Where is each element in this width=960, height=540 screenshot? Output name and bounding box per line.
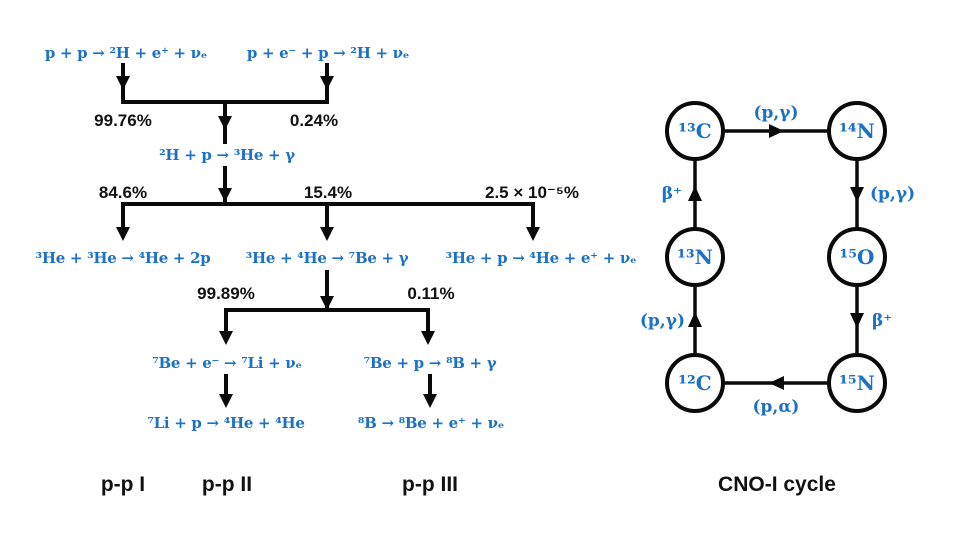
arrowhead-up-icon: [688, 312, 702, 327]
arrowhead-down-icon: [219, 394, 233, 408]
arrowhead-down-icon: [421, 331, 435, 345]
reaction-he3-he3: ³He + ³He → ⁴He + 2p: [36, 249, 211, 267]
reaction-li7-proton: ⁷Li + p → ⁴He + ⁴He: [147, 414, 304, 432]
arrowhead-down-icon: [320, 76, 334, 90]
cno-edge-label-n13-c13: β⁺: [662, 184, 682, 204]
pp-chain-diagram: p + p → ²H + e⁺ + νₑ p + e⁻ + p → ²H + ν…: [36, 44, 637, 496]
cno-node-circle-n13: [665, 227, 725, 287]
cno-edge-label-n14-o15: (p,γ): [870, 184, 915, 204]
cno-title: CNO-I cycle: [718, 473, 836, 496]
pct-be7-electron-capture: 99.89%: [197, 284, 255, 303]
reaction-b8-decay: ⁸B → ⁸Be + e⁺ + νₑ: [358, 414, 504, 432]
pct-pp2-branch: 15.4%: [304, 183, 352, 202]
arrowhead-down-icon: [218, 188, 232, 202]
pct-pp1-branch: 84.6%: [99, 183, 147, 202]
reaction-deuterium-burning: ²H + p → ³He + γ: [159, 146, 295, 164]
arrowhead-down-icon: [850, 313, 864, 328]
pct-hep-branch: 2.5 × 10⁻⁵%: [485, 183, 579, 202]
cno-edge-label-c12-n13: (p,γ): [640, 311, 685, 331]
cno-node-n14: ¹⁴N: [839, 119, 875, 143]
reaction-be7-electron-capture: ⁷Be + e⁻ → ⁷Li + νₑ: [152, 354, 301, 372]
reaction-pep-fusion: p + e⁻ + p → ²H + νₑ: [247, 44, 409, 62]
pct-pp-branch: 99.76%: [94, 111, 152, 130]
cno-node-circle-o15: [827, 227, 887, 287]
cno-node-n13: ¹³N: [677, 245, 713, 269]
label-pp3: p-p III: [402, 473, 458, 496]
arrowhead-up-icon: [688, 186, 702, 201]
cno-node-circle-c13: [665, 101, 725, 161]
cno-node-c13: ¹³C: [678, 119, 711, 143]
reaction-pp-fusion: p + p → ²H + e⁺ + νₑ: [45, 44, 207, 62]
arrowhead-down-icon: [116, 227, 130, 241]
pct-be7-proton-capture: 0.11%: [407, 284, 454, 303]
reaction-he3-he4: ³He + ⁴He → ⁷Be + γ: [246, 249, 409, 267]
arrowhead-down-icon: [850, 187, 864, 202]
cno-node-circle-n15: [827, 353, 887, 413]
arrowhead-left-icon: [769, 376, 784, 390]
cno-node-n15: ¹⁵N: [839, 371, 875, 395]
arrowhead-down-icon: [219, 331, 233, 345]
arrowhead-down-icon: [320, 296, 334, 310]
cno-node-circle-n14: [827, 101, 887, 161]
cno-edge-label-c13-n14: (p,γ): [753, 103, 798, 123]
cno-node-circle-c12: [665, 353, 725, 413]
label-pp1: p-p I: [101, 473, 145, 496]
reaction-hep: ³He + p → ⁴He + e⁺ + νₑ: [446, 249, 637, 267]
cno-node-o15: ¹⁵O: [840, 245, 875, 269]
cno-edge-label-n15-c12: (p,α): [753, 397, 800, 417]
cno-edge-label-o15-n15: β⁺: [872, 311, 892, 331]
reaction-be7-proton-capture: ⁷Be + p → ⁸B + γ: [364, 354, 497, 372]
arrowhead-down-icon: [116, 76, 130, 90]
arrowhead-right-icon: [769, 124, 784, 138]
label-pp2: p-p II: [202, 473, 252, 496]
pct-pep-branch: 0.24%: [290, 111, 338, 130]
arrowhead-down-icon: [423, 394, 437, 408]
arrowhead-down-icon: [320, 227, 334, 241]
cno-cycle-diagram: ¹³C ¹⁴N ¹³N ¹⁵O ¹²C ¹⁵N (p,γ) (p,γ) β⁺ (…: [640, 101, 915, 496]
cno-node-c12: ¹²C: [678, 371, 711, 395]
arrowhead-down-icon: [218, 116, 232, 130]
arrowhead-down-icon: [526, 227, 540, 241]
